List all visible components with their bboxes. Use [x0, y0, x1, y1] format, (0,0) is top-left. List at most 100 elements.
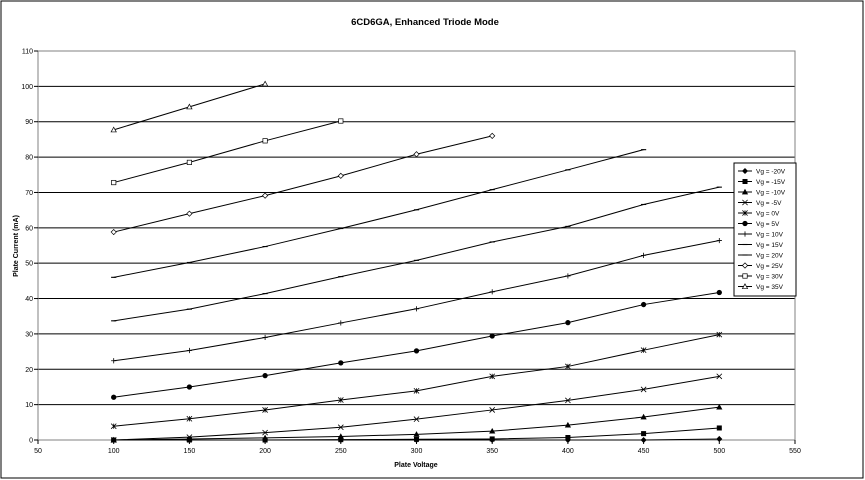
legend-label-5: Vg = 5V	[756, 221, 780, 228]
data-point-4-3	[337, 397, 344, 403]
data-point-4-7	[640, 347, 647, 354]
data-point-3-5	[489, 407, 496, 413]
data-point-4-1	[186, 415, 193, 422]
data-point-4-0	[110, 423, 117, 430]
data-point-3-2	[262, 429, 268, 436]
data-point-4-6	[565, 363, 571, 370]
y-tick-label-2: 20	[25, 367, 33, 374]
data-point-2-5	[489, 427, 496, 434]
legend-marker-4	[742, 210, 748, 216]
data-point-10-2	[262, 138, 268, 144]
data-point-5-6	[565, 319, 571, 326]
data-point-9-3	[337, 172, 344, 179]
legend-marker-5	[742, 220, 748, 227]
data-point-5-7	[640, 301, 647, 308]
legend-marker-9	[741, 262, 749, 269]
series-6	[111, 237, 722, 364]
data-point-1-5	[489, 436, 495, 442]
data-point-3-0	[110, 437, 117, 443]
legend-label-6: Vg = 10V	[756, 231, 784, 238]
series-3	[110, 373, 723, 443]
legend-marker-6	[742, 231, 748, 237]
series-5	[111, 289, 722, 400]
gridlines	[38, 85, 795, 406]
data-point-5-0	[111, 394, 117, 400]
legend-label-9: Vg = 25V	[756, 263, 784, 270]
legend-label-7: Vg = 15V	[756, 242, 784, 249]
chart-title: 6CD6GA, Enhanced Triode Mode	[351, 17, 499, 28]
data-point-6-7	[641, 252, 647, 259]
data-point-1-6	[565, 435, 571, 441]
series-7	[111, 186, 722, 322]
data-point-5-8	[716, 289, 722, 296]
x-tick-label-5: 300	[411, 448, 423, 455]
x-tick-label-2: 150	[184, 448, 196, 455]
y-tick-label-8: 80	[25, 155, 33, 162]
legend-label-11: Vg = 35V	[756, 284, 784, 291]
data-point-0-7	[640, 436, 647, 444]
data-point-4-2	[262, 407, 268, 413]
data-point-5-3	[338, 360, 344, 366]
data-point-11-2	[261, 80, 269, 87]
data-point-6-4	[413, 306, 420, 312]
data-point-2-7	[640, 413, 647, 420]
series-11	[110, 80, 269, 133]
data-point-2-2	[261, 434, 269, 441]
data-point-3-1	[186, 434, 193, 441]
series-line-8	[113, 149, 644, 278]
y-tick-label-6: 60	[25, 225, 33, 232]
legend-label-0: Vg = -20V	[756, 168, 786, 175]
legend-marker-0	[741, 167, 749, 175]
data-point-6-6	[565, 273, 571, 279]
series-9	[110, 132, 496, 236]
data-point-9-5	[489, 132, 496, 139]
x-tick-label-3: 200	[259, 448, 271, 455]
x-tick-label-9: 500	[713, 448, 725, 455]
series-line-9	[113, 135, 493, 233]
series-line-10	[113, 120, 341, 184]
legend-marker-2	[741, 188, 749, 195]
legend: Vg = -20V Vg = -15V Vg = -10V Vg = -5V Vg = …	[733, 162, 797, 297]
x-tick-label-10: 550	[789, 448, 801, 455]
data-point-5-1	[186, 384, 193, 390]
series-10	[111, 118, 344, 186]
legend-label-8: Vg = 20V	[756, 252, 784, 259]
legend-marker-11	[741, 283, 749, 289]
y-tick-label-11: 110	[22, 49, 33, 56]
data-point-10-1	[186, 159, 192, 165]
legend-label-3: Vg = -5V	[756, 200, 782, 207]
data-point-6-0	[111, 358, 117, 364]
data-point-0-8	[716, 435, 723, 442]
x-tick-label-7: 400	[562, 448, 574, 455]
data-point-4-4	[413, 387, 420, 394]
y-tick-label-3: 30	[25, 331, 33, 338]
legend-label-2: Vg = -10V	[756, 189, 786, 196]
legend-marker-3	[742, 199, 748, 206]
data-point-3-4	[413, 416, 420, 423]
data-point-5-2	[262, 372, 268, 379]
data-point-6-3	[338, 320, 344, 326]
data-point-1-4	[413, 436, 420, 442]
data-point-11-1	[186, 103, 193, 110]
data-point-9-4	[413, 151, 420, 158]
x-tick-label-4: 250	[335, 448, 347, 455]
data-point-1-8	[716, 425, 722, 431]
y-tick-label-4: 40	[25, 296, 33, 303]
data-point-3-3	[337, 424, 344, 431]
data-point-2-3	[337, 433, 344, 439]
y-tick-label-7: 70	[25, 190, 33, 197]
data-point-2-4	[413, 431, 420, 437]
data-point-1-7	[641, 431, 647, 437]
legend-label-10: Vg = 30V	[756, 273, 784, 280]
x-tick-label-0: 50	[34, 448, 42, 455]
y-tick-label-10: 100	[21, 84, 33, 91]
x-tick-label-8: 450	[638, 448, 650, 455]
legend-marker-10	[742, 273, 748, 279]
data-point-5-4	[413, 348, 420, 354]
data-point-3-6	[565, 397, 571, 404]
data-point-3-7	[640, 386, 647, 393]
data-point-4-5	[489, 373, 496, 380]
y-axis-title: Plate Current (mA)	[13, 215, 20, 277]
data-point-5-5	[489, 333, 495, 339]
